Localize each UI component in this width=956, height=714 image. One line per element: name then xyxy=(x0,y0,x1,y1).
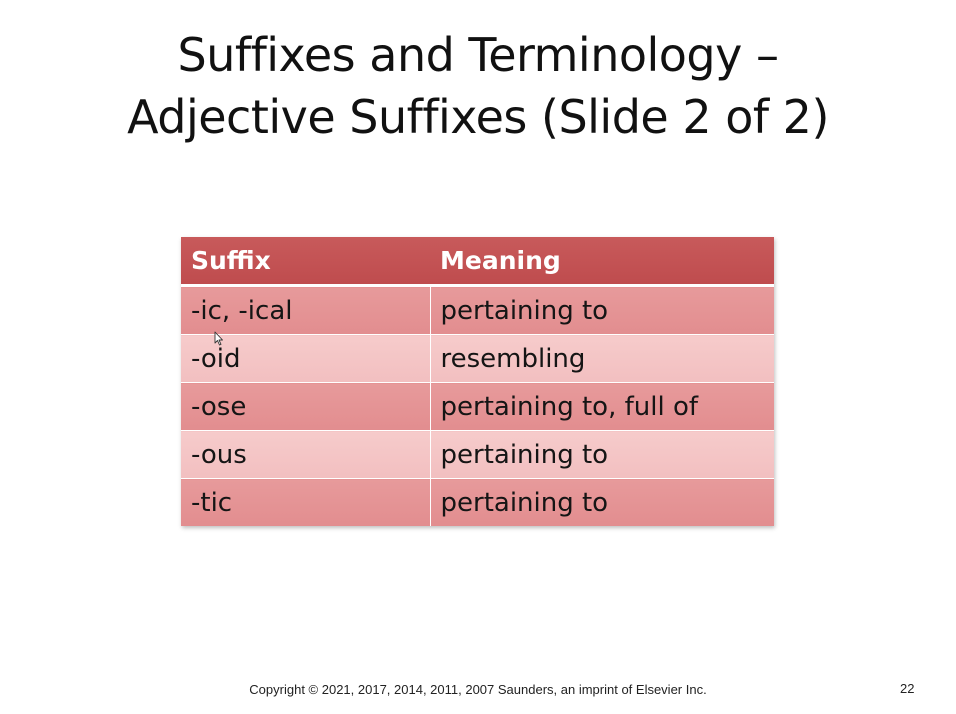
suffix-cell: -tic xyxy=(181,478,431,526)
table-row: -ous pertaining to xyxy=(181,430,774,479)
suffix-cell: -ous xyxy=(181,430,431,479)
column-header-meaning: Meaning xyxy=(430,237,774,287)
table-row: -oid resembling xyxy=(181,334,774,383)
suffix-cell: -oid xyxy=(181,334,431,383)
column-header-suffix: Suffix xyxy=(181,237,430,287)
mouse-pointer-icon xyxy=(214,331,223,346)
table-row: -tic pertaining to xyxy=(181,478,774,526)
slide-title: Suffixes and Terminology – Adjective Suf… xyxy=(0,24,956,148)
table-row: -ose pertaining to, full of xyxy=(181,382,774,431)
slide-title-line-1: Suffixes and Terminology – xyxy=(177,28,779,82)
table-header-row: Suffix Meaning xyxy=(181,237,774,287)
suffix-table-container: Suffix Meaning -ic, -ical pertaining to … xyxy=(181,237,774,526)
suffix-cell: -ic, -ical xyxy=(181,285,431,335)
suffix-table: Suffix Meaning -ic, -ical pertaining to … xyxy=(181,237,774,526)
copyright-footer: Copyright © 2021, 2017, 2014, 2011, 2007… xyxy=(249,682,707,697)
meaning-cell: pertaining to xyxy=(430,285,774,335)
table-row: -ic, -ical pertaining to xyxy=(181,285,774,335)
meaning-cell: pertaining to, full of xyxy=(430,382,774,431)
page-number: 22 xyxy=(900,681,915,696)
meaning-cell: resembling xyxy=(430,334,774,383)
suffix-cell: -ose xyxy=(181,382,431,431)
meaning-cell: pertaining to xyxy=(430,430,774,479)
slide-title-line-2: Adjective Suffixes (Slide 2 of 2) xyxy=(127,90,829,144)
meaning-cell: pertaining to xyxy=(430,478,774,526)
